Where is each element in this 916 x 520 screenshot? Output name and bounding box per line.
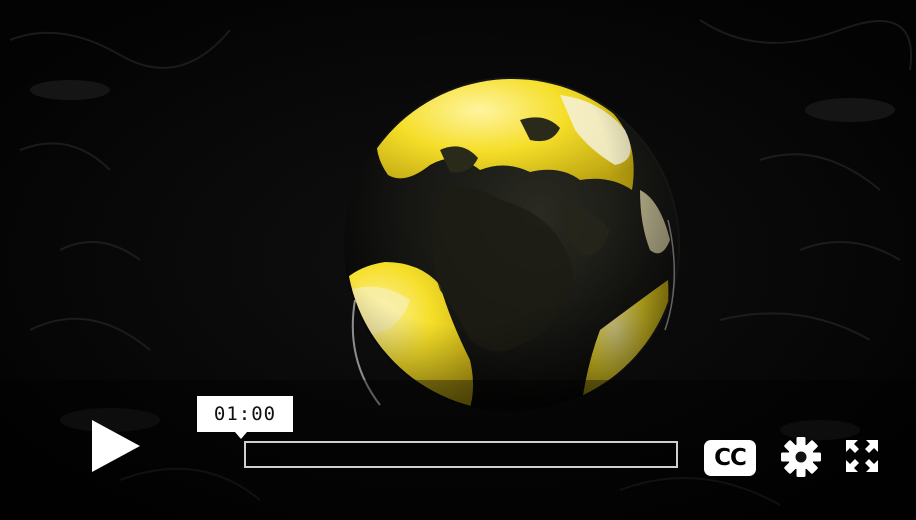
settings-button[interactable] — [780, 436, 822, 478]
play-button[interactable] — [84, 414, 148, 478]
play-icon — [92, 420, 140, 472]
captions-button[interactable]: CC — [704, 437, 756, 477]
closed-captions-icon: CC — [704, 440, 756, 476]
gear-icon — [781, 437, 821, 477]
time-tooltip-text: 01:00 — [213, 403, 277, 425]
fullscreen-button[interactable] — [844, 438, 880, 474]
fullscreen-icon — [846, 440, 878, 472]
time-tooltip-pointer — [235, 432, 247, 439]
time-tooltip: 01:00 — [197, 396, 293, 439]
progress-bar[interactable] — [244, 441, 678, 468]
